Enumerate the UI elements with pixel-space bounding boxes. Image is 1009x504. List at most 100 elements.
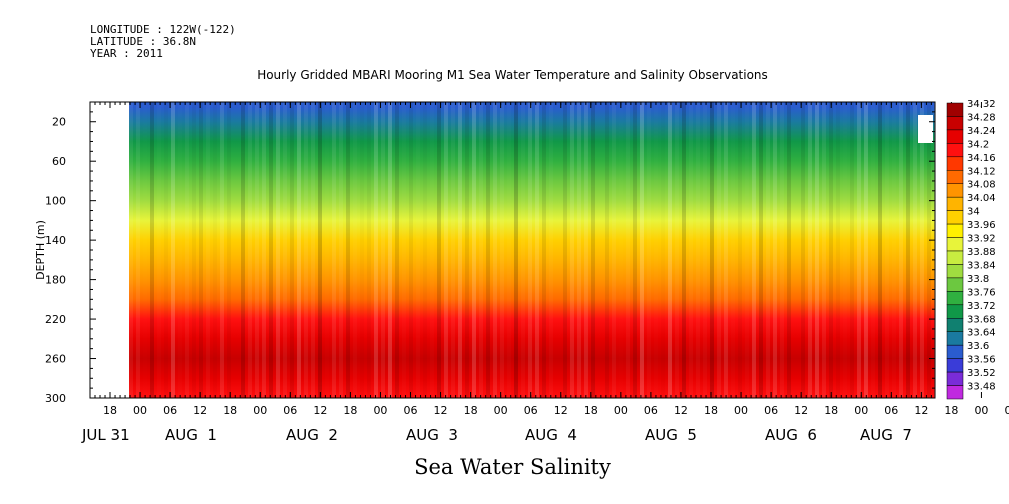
missing-data-patch [918, 115, 933, 143]
y-axis-label: DEPTH (m) [34, 220, 47, 280]
colorbar-label: 34.24 [967, 126, 996, 137]
colorbar-swatch [946, 129, 964, 144]
texture-streak [766, 102, 770, 398]
texture-streak [864, 102, 868, 398]
texture-streak [283, 102, 287, 398]
texture-streak [759, 102, 763, 398]
texture-streak [325, 102, 329, 398]
y-tick-label: 260 [45, 353, 66, 366]
x-hour-label: 18 [584, 404, 598, 417]
texture-streak [213, 102, 217, 398]
texture-streak [913, 102, 917, 398]
texture-streak [745, 102, 749, 398]
texture-streak [129, 102, 133, 398]
colorbar-legend: 34.32 34.28 34.24 34.2 34.16 34.12 34.08 34.04 3… [946, 99, 996, 400]
x-hour-label: 06 [764, 404, 778, 417]
x-hour-label: 06 [163, 404, 177, 417]
texture-streak [563, 102, 567, 398]
colorbar-label: 33.72 [967, 301, 996, 312]
x-day-label: AUG 5 [645, 426, 697, 444]
texture-streak [479, 102, 483, 398]
texture-streak [801, 102, 805, 398]
y-tick-label: 100 [45, 195, 66, 208]
texture-streak [472, 102, 476, 398]
x-day-label: AUG 3 [406, 426, 458, 444]
texture-streak [297, 102, 301, 398]
colorbar-label: 34.2 [967, 139, 989, 150]
texture-streak [360, 102, 364, 398]
x-hour-label: 00 [253, 404, 267, 417]
texture-streak [178, 102, 182, 398]
texture-streak [290, 102, 294, 398]
texture-streak [619, 102, 623, 398]
x-hour-label: 12 [914, 404, 928, 417]
colorbar-label: 34.28 [967, 112, 996, 123]
texture-streak [199, 102, 203, 398]
longitude-label: LONGITUDE : 122W(-122) [90, 23, 236, 36]
texture-streak [465, 102, 469, 398]
texture-streak [374, 102, 378, 398]
texture-streak [346, 102, 350, 398]
colorbar-swatch [946, 385, 964, 400]
x-hour-label: 06 [283, 404, 297, 417]
texture-streak [871, 102, 875, 398]
x-hour-label: 06 [524, 404, 538, 417]
texture-streak [570, 102, 574, 398]
colorbar-label: 33.92 [967, 234, 996, 245]
texture-streak [409, 102, 413, 398]
y-axis: 20 60 100 140 180 220 260 300 [45, 101, 935, 405]
colorbar-label: 33.52 [967, 368, 996, 379]
texture-streak [885, 102, 889, 398]
colorbar-label: 33.64 [967, 328, 996, 339]
texture-streak [591, 102, 595, 398]
texture-streak [878, 102, 882, 398]
colorbar-swatch [946, 304, 964, 319]
texture-streak [136, 102, 140, 398]
texture-streak [542, 102, 546, 398]
texture-streak [843, 102, 847, 398]
texture-streak [794, 102, 798, 398]
texture-streak [612, 102, 616, 398]
latitude-label: LATITUDE : 36.8N [90, 35, 196, 48]
texture-streak [689, 102, 693, 398]
x-hour-label: 00 [854, 404, 868, 417]
colorbar-swatch [946, 291, 964, 306]
x-day-label: JUL 31 [81, 426, 130, 444]
texture-streak [787, 102, 791, 398]
texture-streak [423, 102, 427, 398]
x-hour-label: 00 [614, 404, 628, 417]
colorbar-swatch [946, 344, 964, 359]
texture-streak [444, 102, 448, 398]
colorbar-swatch [946, 250, 964, 265]
x-hour-label: 06 [1005, 404, 1009, 417]
colorbar-label: 33.6 [967, 341, 989, 352]
texture-streak [605, 102, 609, 398]
x-day-label: AUG 7 [860, 426, 912, 444]
y-tick-label: 140 [45, 234, 66, 247]
texture-streak [311, 102, 315, 398]
texture-streak [164, 102, 168, 398]
texture-streak [255, 102, 259, 398]
colorbar-label: 33.84 [967, 260, 996, 271]
colorbar-swatch [946, 183, 964, 198]
colorbar-label: 33.96 [967, 220, 996, 231]
texture-streak [157, 102, 161, 398]
colorbar-label: 34.08 [967, 180, 996, 191]
x-hour-label: 00 [974, 404, 988, 417]
texture-streak [773, 102, 777, 398]
texture-streak [353, 102, 357, 398]
colorbar-swatch [946, 156, 964, 171]
x-hour-label: 00 [133, 404, 147, 417]
x-hour-label: 18 [944, 404, 958, 417]
texture-streak [500, 102, 504, 398]
y-tick-label: 20 [52, 116, 66, 129]
colorbar-label: 33.8 [967, 274, 989, 285]
y-tick-label: 300 [45, 392, 66, 405]
texture-streak [206, 102, 210, 398]
x-hour-label: 18 [103, 404, 117, 417]
texture-streak [850, 102, 854, 398]
x-day-label: AUG 2 [286, 426, 338, 444]
texture-streak [808, 102, 812, 398]
texture-streak [458, 102, 462, 398]
